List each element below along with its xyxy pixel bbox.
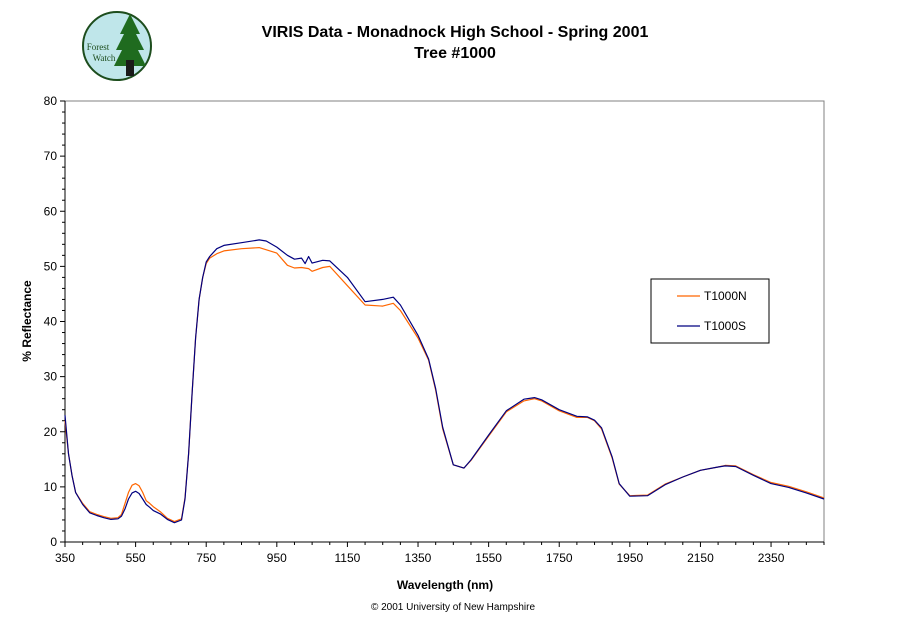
x-tick-label: 2150 [687, 551, 714, 565]
series-lines [64, 239, 825, 524]
y-tick-label: 0 [50, 535, 57, 549]
y-tick-label: 80 [44, 94, 58, 108]
series-line-t1000s [64, 239, 825, 524]
legend-label-t1000n: T1000N [704, 289, 747, 303]
x-tick-label: 350 [55, 551, 75, 565]
y-tick-label: 70 [44, 149, 58, 163]
x-tick-label: 1350 [405, 551, 432, 565]
y-tick-label: 50 [44, 259, 58, 273]
copyright-footer: © 2001 University of New Hampshire [371, 602, 536, 613]
x-axis-ticks: 350 550 750 950 1150 1350 1550 1750 1950 2150 2350 [55, 542, 825, 565]
x-tick-label: 1150 [335, 551, 361, 565]
y-tick-label: 30 [44, 370, 58, 384]
legend-label-t1000s: T1000S [704, 319, 746, 333]
y-tick-label: 10 [44, 480, 58, 494]
forest-watch-logo: Forest Watch [82, 11, 152, 81]
x-tick-label: 1950 [616, 551, 643, 565]
y-tick-label: 20 [44, 425, 58, 439]
y-axis-ticks: 0 10 20 30 40 50 60 70 80 [44, 94, 65, 549]
y-tick-label: 40 [44, 315, 58, 329]
x-tick-label: 550 [126, 551, 146, 565]
x-tick-label: 2350 [758, 551, 785, 565]
chart-subtitle: Tree #1000 [414, 45, 496, 62]
chart-title: VIRIS Data - Monadnock High School - Spr… [262, 24, 649, 41]
x-axis-label: Wavelength (nm) [397, 578, 493, 592]
x-tick-label: 750 [196, 551, 216, 565]
legend: T1000N T1000S [650, 278, 770, 344]
logo-text-forest: Forest [87, 42, 110, 52]
x-tick-label: 950 [267, 551, 287, 565]
y-tick-label: 60 [44, 204, 58, 218]
legend-box [650, 278, 770, 344]
y-axis-label: % Reflectance [20, 280, 34, 362]
logo-text-watch: Watch [93, 53, 116, 63]
x-tick-label: 1550 [475, 551, 502, 565]
x-tick-label: 1750 [546, 551, 573, 565]
